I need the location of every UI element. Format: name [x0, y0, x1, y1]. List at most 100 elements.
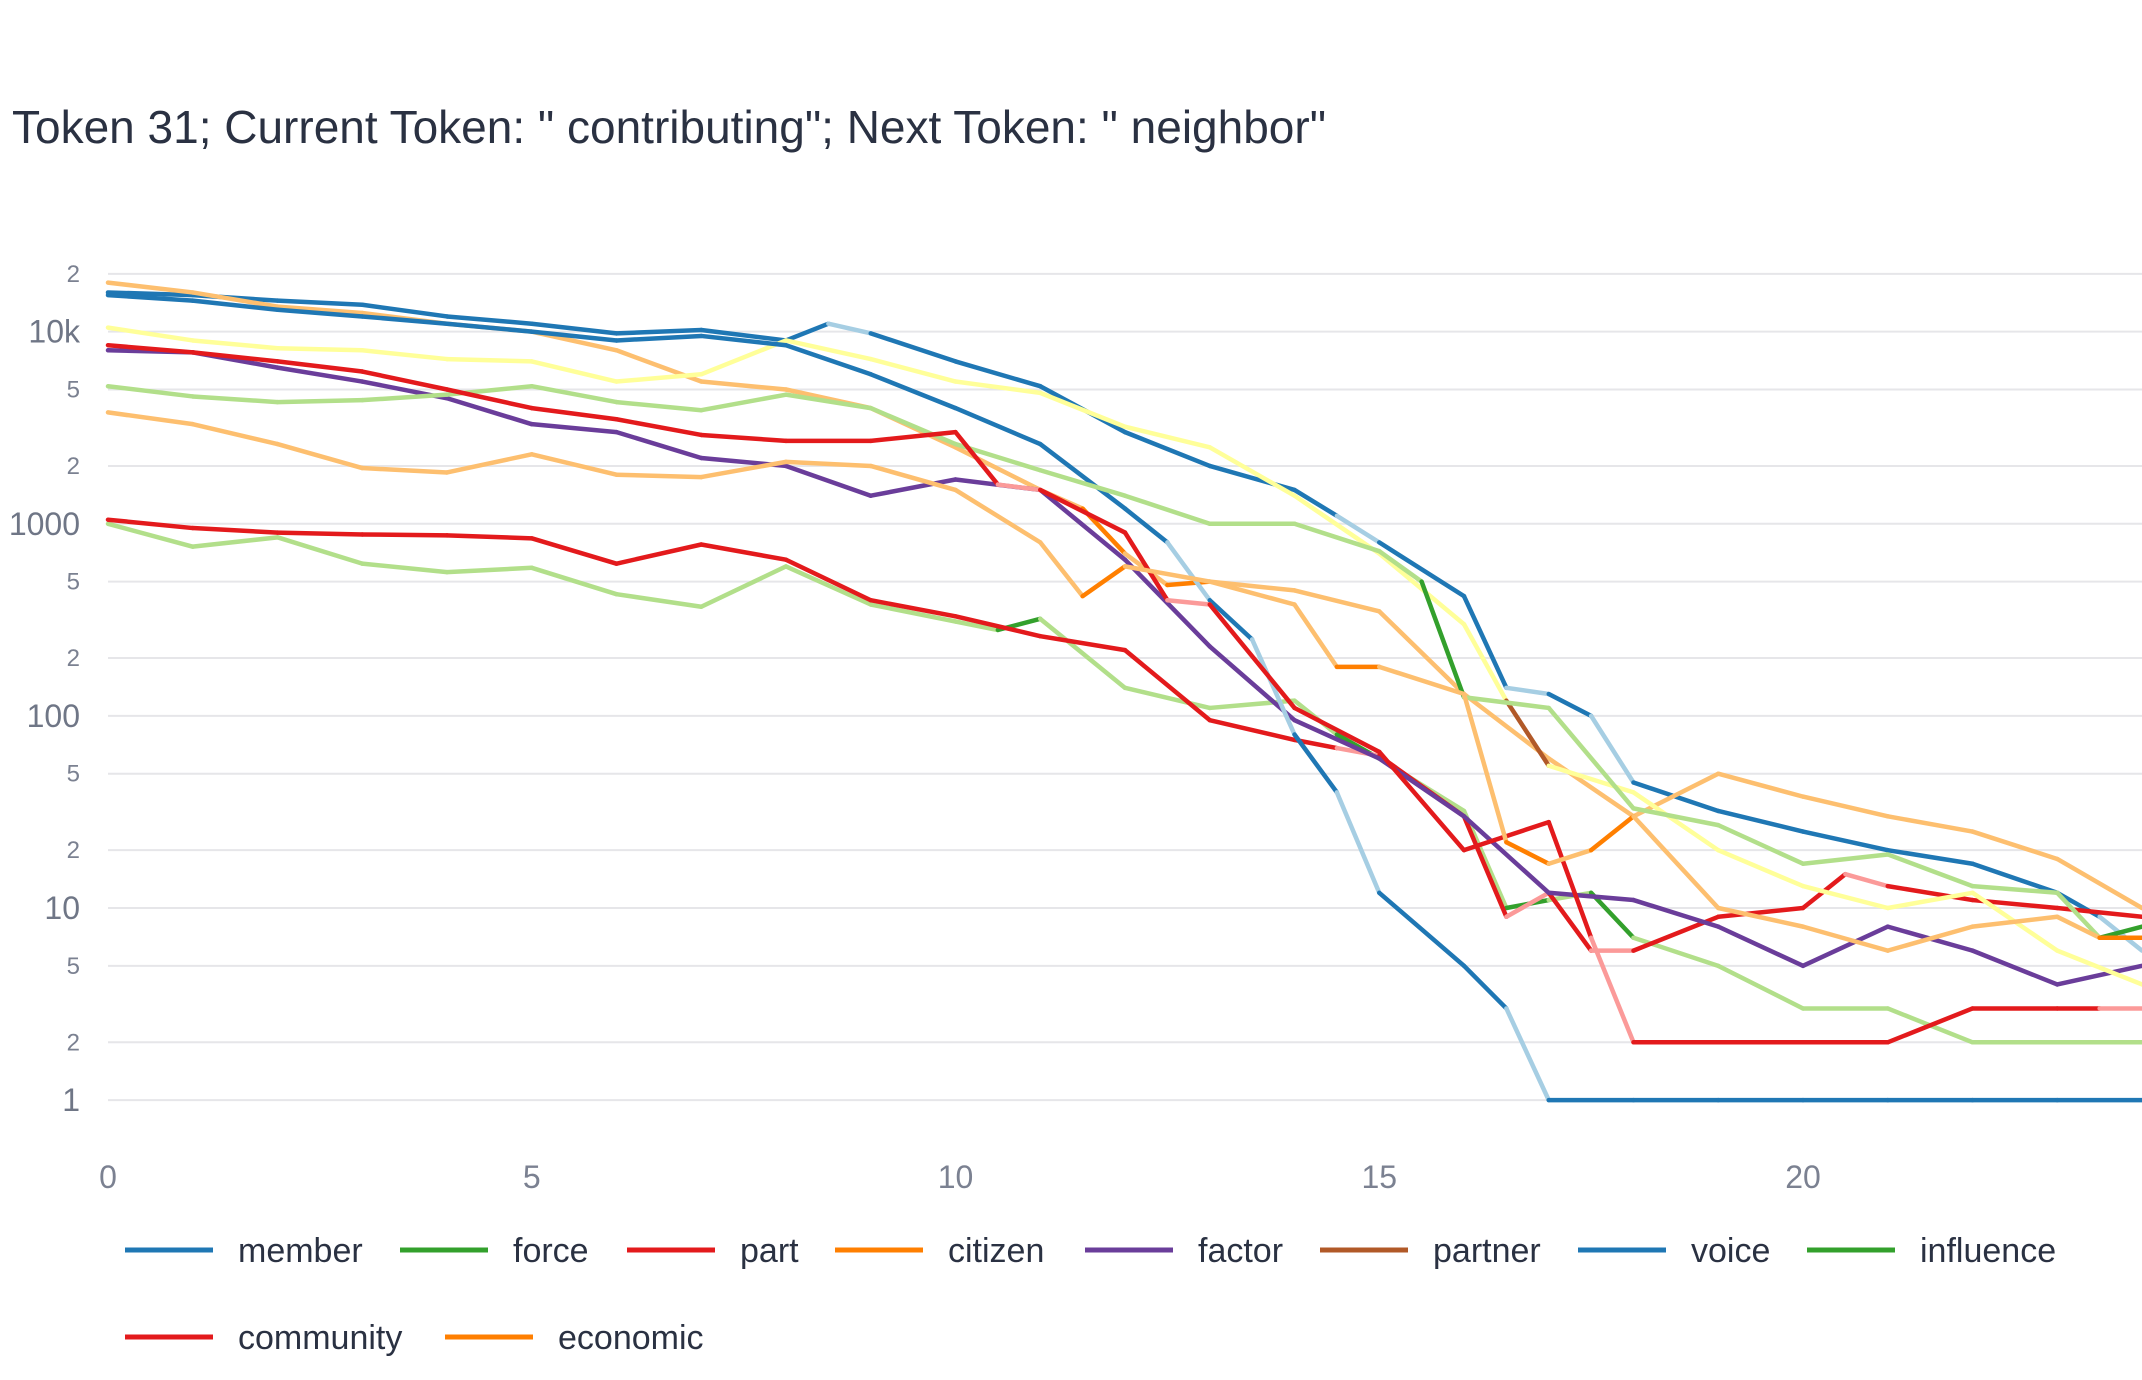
series-segment-partner [1377, 551, 1467, 627]
series-segment-partner [1885, 890, 1975, 911]
series-segment-factor [1716, 924, 1806, 969]
x-tick-label: 15 [1361, 1159, 1397, 1195]
series-segment-force [1631, 935, 1721, 969]
series-segment-influence [1885, 852, 1975, 889]
series-segment-economic [1546, 847, 1594, 866]
series-segment-voice [360, 314, 450, 326]
series-segment-community [1377, 749, 1467, 853]
series-segment-member [360, 302, 450, 319]
series-segment-economic [1970, 914, 2060, 929]
series-segment-factor [783, 463, 873, 498]
series-segment-force [1038, 616, 1128, 691]
series-segment-community [868, 429, 958, 444]
series-segment-community [1207, 602, 1297, 711]
legend-item-economic[interactable]: economic [445, 1319, 704, 1357]
series-segment-community [1588, 935, 1636, 1045]
series-segment-force [105, 521, 195, 549]
y-tick-label: 1 [62, 1082, 80, 1118]
legend-label: member [238, 1232, 363, 1270]
series-segment-economic [1377, 664, 1467, 697]
series-segment-economic [1588, 814, 1636, 853]
series-segment-community [1122, 530, 1170, 603]
series-segment-citizen [2055, 856, 2142, 911]
series-segment-factor [1970, 948, 2060, 987]
series-segment-member [699, 327, 789, 343]
legend-label: voice [1691, 1232, 1770, 1270]
series-segment-community [529, 405, 619, 422]
series-segment-influence [1292, 521, 1382, 554]
series-layer [105, 280, 2142, 1103]
series-segment-part [1038, 633, 1128, 653]
series-segment-partner [868, 356, 958, 384]
series-segment-force [1461, 808, 1509, 911]
series-community [105, 342, 2142, 1045]
series-segment-citizen [699, 379, 789, 392]
series-segment-community [699, 432, 789, 444]
series-segment-economic [190, 421, 280, 447]
series-segment-partner [444, 356, 534, 364]
series-segment-part [275, 530, 365, 537]
series-segment-member [1334, 513, 1382, 545]
series-segment-influence [1631, 806, 1721, 828]
series-segment-voice [1122, 506, 1170, 545]
series-segment-factor [614, 429, 704, 461]
legend-item-community[interactable]: community [125, 1319, 402, 1357]
series-segment-influence [105, 383, 195, 399]
series-segment-force [868, 602, 958, 624]
series-segment-economic [1800, 924, 1890, 953]
series-segment-partner [529, 359, 619, 384]
legend-item-factor[interactable]: factor [1085, 1232, 1283, 1270]
series-segment-member [953, 359, 1043, 389]
legend-item-influence[interactable]: influence [1807, 1232, 2056, 1270]
series-segment-citizen [105, 280, 195, 295]
series-segment-community [1546, 819, 1594, 941]
series-segment-economic [360, 465, 450, 475]
series-segment-member [105, 290, 195, 298]
series-segment-member [868, 331, 958, 364]
series-segment-influence [1038, 467, 1128, 498]
legend-label: community [238, 1319, 402, 1357]
series-segment-member [275, 298, 365, 308]
series-segment-part [783, 557, 873, 603]
series-segment-member [1377, 540, 1467, 599]
series-force [105, 521, 2142, 1045]
series-segment-citizen [190, 290, 280, 309]
legend-item-part[interactable]: part [627, 1232, 799, 1270]
series-segment-economic [1631, 814, 1721, 911]
series-segment-part [529, 536, 619, 566]
series-segment-influence [360, 392, 450, 403]
x-tick-label: 5 [523, 1159, 541, 1195]
legend-item-voice[interactable]: voice [1578, 1232, 1770, 1270]
series-segment-community [275, 359, 365, 374]
series-partner [105, 325, 2142, 987]
series-segment-voice [1334, 790, 1382, 896]
series-segment-voice [1292, 732, 1340, 795]
series-segment-economic [868, 463, 958, 493]
series-segment-partner [1631, 790, 1721, 853]
series-segment-member [1885, 847, 1975, 866]
series-segment-economic [105, 410, 195, 427]
series-segment-citizen [1716, 771, 1806, 799]
series-segment-part [953, 614, 1043, 639]
legend-item-force[interactable]: force [400, 1232, 589, 1270]
series-segment-factor [529, 421, 619, 435]
legend-item-citizen[interactable]: citizen [835, 1232, 1044, 1270]
series-segment-member [1588, 713, 1636, 785]
legend-item-member[interactable]: member [125, 1232, 363, 1270]
x-tick-label: 10 [938, 1159, 974, 1195]
legend-item-partner[interactable]: partner [1320, 1232, 1541, 1270]
series-segment-partner [105, 325, 195, 343]
series-segment-factor [1038, 487, 1128, 562]
series-segment-factor [444, 396, 534, 427]
series-segment-partner [783, 338, 873, 362]
y-tick-label: 2 [67, 645, 80, 672]
series-segment-influence [1970, 883, 2060, 896]
series-segment-influence [614, 399, 704, 413]
series-segment-partner [953, 379, 1043, 396]
series-segment-factor [1292, 717, 1382, 761]
series-segment-factor [1546, 890, 1636, 903]
series-segment-voice [1504, 1006, 1551, 1103]
series-segment-community [360, 369, 450, 392]
series-segment-part [1504, 890, 1551, 920]
series-segment-partner [190, 338, 280, 351]
